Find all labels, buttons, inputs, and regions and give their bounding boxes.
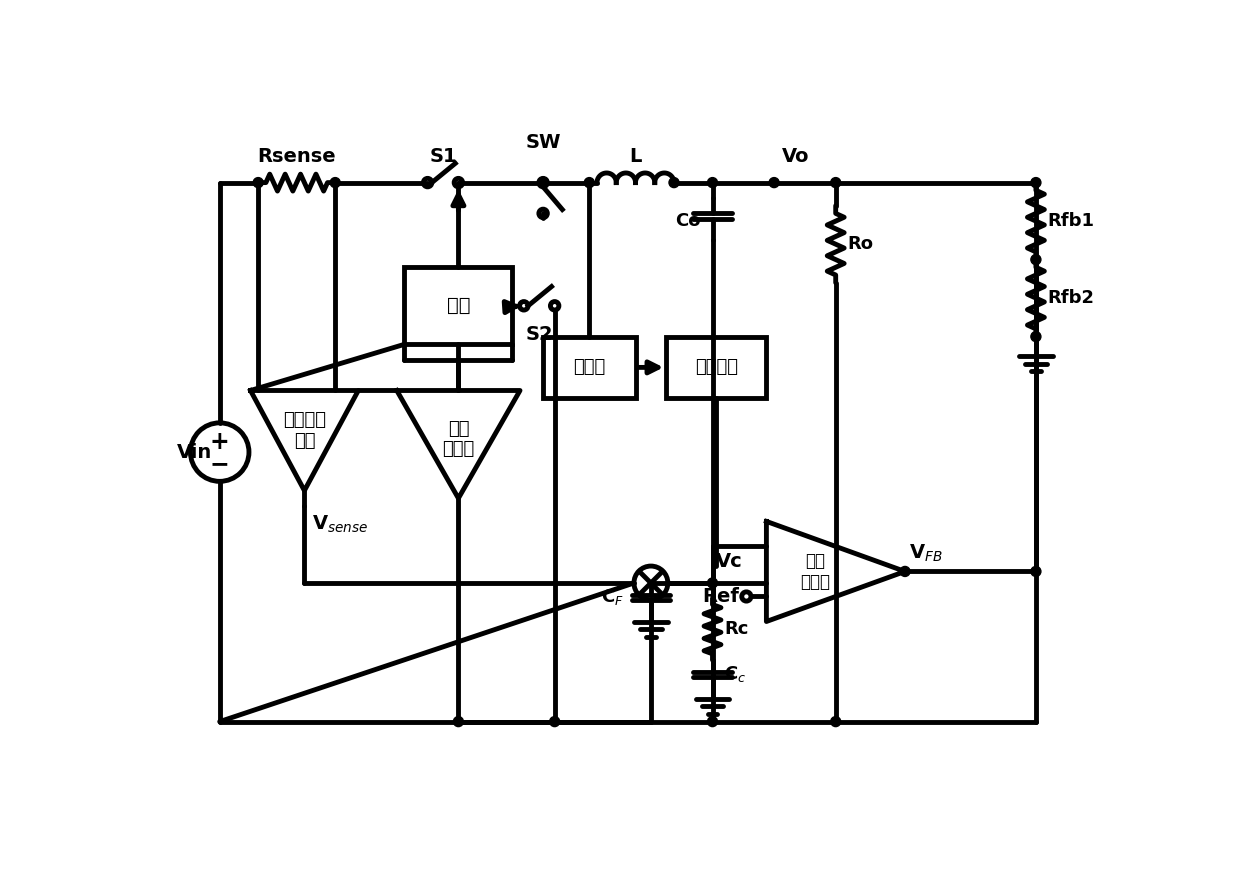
Circle shape <box>584 178 594 187</box>
Text: 逻辑: 逻辑 <box>446 297 470 315</box>
Text: Vin: Vin <box>177 443 212 462</box>
Circle shape <box>831 716 841 727</box>
Circle shape <box>1030 332 1040 341</box>
Text: C$_F$: C$_F$ <box>601 587 624 607</box>
Text: Vc: Vc <box>717 553 743 571</box>
Circle shape <box>769 178 779 187</box>
Text: 电感电流
采样: 电感电流 采样 <box>283 411 326 450</box>
Text: Vo: Vo <box>781 147 810 165</box>
Circle shape <box>330 178 340 187</box>
Circle shape <box>549 716 559 727</box>
Circle shape <box>1030 178 1040 187</box>
Circle shape <box>1030 567 1040 576</box>
Text: 脉冲
调制器: 脉冲 调制器 <box>443 420 475 458</box>
Text: Co: Co <box>676 212 701 230</box>
Circle shape <box>253 178 263 187</box>
Circle shape <box>454 716 464 727</box>
Text: L: L <box>630 147 641 165</box>
Circle shape <box>831 178 841 187</box>
Text: 误差
放大器: 误差 放大器 <box>800 552 830 590</box>
Text: S1: S1 <box>429 147 456 165</box>
Text: 振荡器: 振荡器 <box>573 358 605 377</box>
Circle shape <box>900 567 910 576</box>
Circle shape <box>708 578 718 588</box>
Text: S2: S2 <box>526 325 553 344</box>
Text: −: − <box>210 452 229 476</box>
Circle shape <box>708 178 718 187</box>
Text: Rfb1: Rfb1 <box>1048 212 1095 230</box>
Text: 补偿斜坡: 补偿斜坡 <box>694 358 738 377</box>
Text: SW: SW <box>526 133 560 151</box>
Text: Rfb2: Rfb2 <box>1048 290 1095 307</box>
FancyBboxPatch shape <box>666 336 766 398</box>
FancyBboxPatch shape <box>543 336 635 398</box>
Text: +: + <box>210 430 229 454</box>
Text: Rc: Rc <box>724 620 749 638</box>
Text: Ro: Ro <box>847 235 873 253</box>
Text: Rsense: Rsense <box>258 147 336 165</box>
Text: C$_c$: C$_c$ <box>724 664 746 684</box>
Circle shape <box>670 178 680 187</box>
Text: Ref: Ref <box>703 587 739 606</box>
Circle shape <box>1030 254 1040 265</box>
Circle shape <box>708 716 718 727</box>
FancyBboxPatch shape <box>404 268 512 344</box>
Text: V$_{sense}$: V$_{sense}$ <box>312 514 368 535</box>
Circle shape <box>538 178 548 187</box>
Text: V$_{FB}$: V$_{FB}$ <box>909 542 942 564</box>
